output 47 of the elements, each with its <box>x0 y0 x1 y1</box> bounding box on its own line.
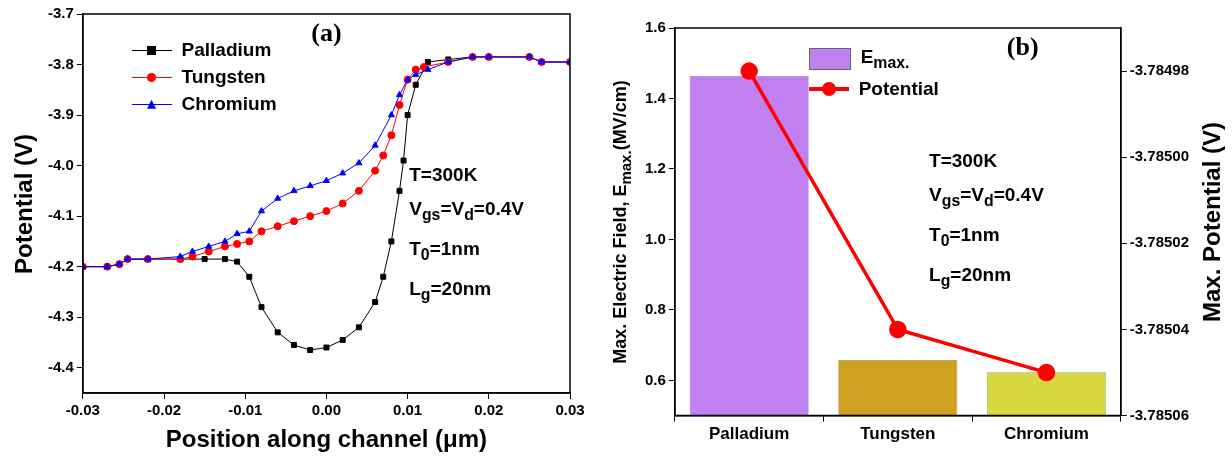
y2-tick-label: -3.78504 <box>1129 319 1190 337</box>
chart-title: (a) <box>311 18 342 48</box>
annotation: V$_{gs}$=V$_{d}$=0.4V <box>409 197 525 225</box>
annotation: T=300K <box>929 149 999 174</box>
annotation: L$_{g}$=20nm <box>929 262 1013 291</box>
y2-tick-label: -3.78500 <box>1129 147 1189 165</box>
x-tick-label: 0.03 <box>555 401 585 419</box>
x-tick-label: 0.00 <box>311 401 342 419</box>
y-tick-label: 0.8 <box>644 300 666 318</box>
y-tick-label: 1.6 <box>644 18 666 36</box>
y-tick-label: 1.4 <box>644 88 667 106</box>
legend-label: E$_{max.}$ <box>860 45 910 72</box>
y2-tick-label: -3.78498 <box>1129 61 1189 79</box>
y-tick-label: 1.0 <box>644 229 666 247</box>
y-tick-label: -3.8 <box>47 54 74 72</box>
y-tick-label: 1.2 <box>644 159 666 177</box>
x-tick-label: -0.01 <box>228 401 263 419</box>
y-tick-label: -4.4 <box>47 357 75 375</box>
y-axis-title: Potential (V) <box>10 133 38 274</box>
y-tick-label: -4.0 <box>47 155 74 173</box>
y-tick-label: -4.3 <box>47 307 74 325</box>
x-tick-label: 0.02 <box>474 401 504 419</box>
annotation: T$_{0}$=1nm <box>409 236 481 265</box>
y-tick-label: 0.6 <box>644 370 666 388</box>
annotation: T=300K <box>409 163 479 187</box>
legend-label: Chromium <box>181 93 277 116</box>
x-tick-label: Palladium <box>709 424 790 444</box>
legend-label: Potential <box>858 77 939 100</box>
y-tick-label: -4.1 <box>47 206 74 224</box>
annotation: L$_{g}$=20nm <box>409 276 493 305</box>
x-tick-label: 0.01 <box>393 401 423 419</box>
legend-label: Palladium <box>181 39 272 62</box>
x-tick-label: Tungsten <box>860 424 936 444</box>
y2-axis-title: Max. Potential (V) <box>1198 121 1226 322</box>
y2-tick-label: -3.78502 <box>1129 233 1189 251</box>
x-axis-title: Position along channel (μm) <box>165 425 488 453</box>
annotation: T$_{0}$=1nm <box>929 223 1001 251</box>
x-tick-label: -0.02 <box>146 401 182 419</box>
y2-tick-label: -3.78506 <box>1129 405 1189 423</box>
x-tick-label: Chromium <box>1003 424 1089 444</box>
y-tick-label: -4.2 <box>47 256 74 274</box>
legend-label: Tungsten <box>181 66 266 89</box>
x-tick-label: -0.03 <box>65 401 100 419</box>
y-tick-label: -3.9 <box>47 105 74 123</box>
y-tick-label: -3.7 <box>47 4 74 22</box>
chart-title: (b) <box>1006 32 1039 62</box>
annotation: V$_{gs}$=V$_{d}$=0.4V <box>929 183 1044 212</box>
